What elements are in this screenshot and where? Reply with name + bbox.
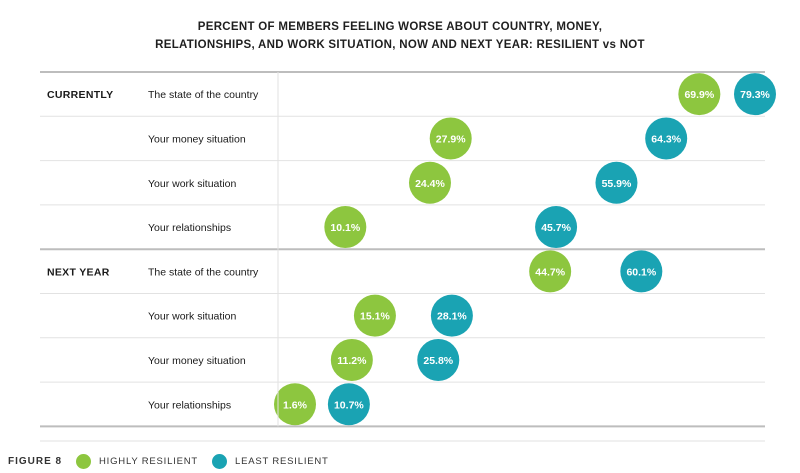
row-label: Your work situation [148,178,236,190]
group-label: NEXT YEAR [47,266,110,278]
legend-swatch-highly-resilient [76,454,91,469]
chart-title-line-2: RELATIONSHIPS, AND WORK SITUATION, NOW A… [155,39,645,51]
least-resilient-point [535,206,578,249]
highly-resilient-value-label: 11.2% [337,355,367,367]
least-resilient-point [734,73,776,116]
highly-resilient-point [408,161,451,204]
row-label: Your relationships [148,399,231,411]
row-label: Your money situation [148,355,246,367]
least-resilient-value-label: 45.7% [541,222,571,234]
least-resilient-point [595,161,638,204]
least-resilient-point [327,383,370,426]
highly-resilient-point [529,250,572,293]
highly-resilient-value-label: 27.9% [436,133,466,145]
highly-resilient-point [353,294,396,337]
group-label: CURRENTLY [47,89,113,101]
least-resilient-value-label: 79.3% [740,89,770,101]
highly-resilient-value-label: 1.6% [283,399,308,411]
highly-resilient-value-label: 10.1% [330,222,360,234]
highly-resilient-value-label: 24.4% [415,178,445,190]
least-resilient-point [417,338,460,381]
row-label: The state of the country [148,89,259,101]
highly-resilient-point [429,117,472,160]
highly-resilient-value-label: 15.1% [360,311,390,323]
least-resilient-point [430,294,473,337]
legend-swatch-least-resilient [212,454,227,469]
legend-item-highly-resilient: HIGHLY RESILIENT [76,454,198,469]
least-resilient-value-label: 28.1% [437,311,467,323]
legend-label-least-resilient: LEAST RESILIENT [235,456,329,467]
row-label: Your money situation [148,133,246,145]
row-label: The state of the country [148,266,259,278]
highly-resilient-value-label: 69.9% [684,89,714,101]
least-resilient-value-label: 25.8% [423,355,453,367]
least-resilient-value-label: 60.1% [626,266,656,278]
chart-title: PERCENT OF MEMBERS FEELING WORSE ABOUT C… [0,18,800,54]
least-resilient-point [645,117,688,160]
row-label: Your work situation [148,311,236,323]
legend-item-least-resilient: LEAST RESILIENT [212,454,329,469]
highly-resilient-point [678,73,721,116]
least-resilient-value-label: 64.3% [651,133,681,145]
highly-resilient-value-label: 44.7% [535,266,565,278]
least-resilient-value-label: 10.7% [334,399,364,411]
figure-label: FIGURE 8 [8,456,63,467]
row-label: Your relationships [148,222,231,234]
highly-resilient-point [274,383,316,426]
chart-title-line-1: PERCENT OF MEMBERS FEELING WORSE ABOUT C… [197,21,603,33]
least-resilient-value-label: 55.9% [602,178,632,190]
highly-resilient-point [324,206,367,249]
least-resilient-point [620,250,663,293]
highly-resilient-point [330,338,373,381]
legend-label-highly-resilient: HIGHLY RESILIENT [99,456,199,467]
